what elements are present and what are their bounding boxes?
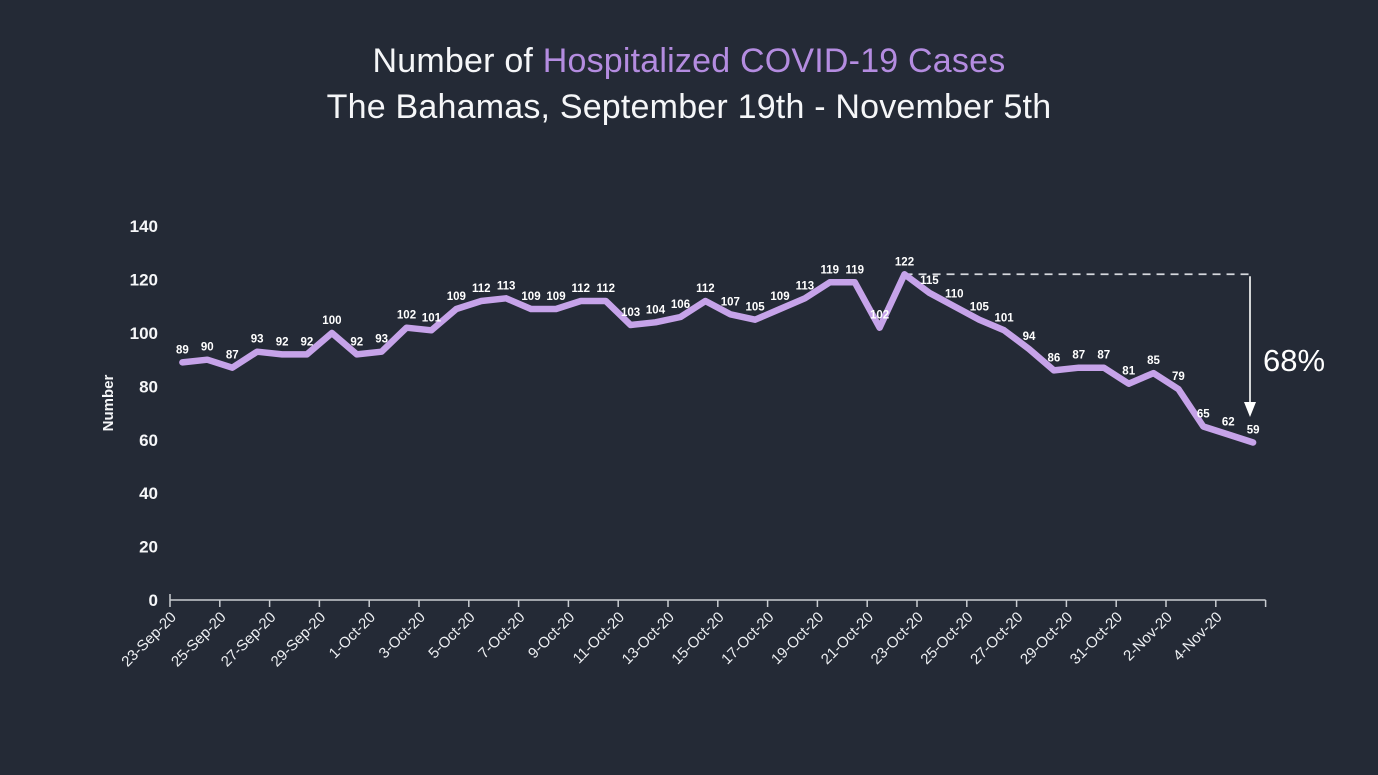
data-point-label: 79	[1172, 371, 1185, 383]
x-tick-label: 21-Oct-20	[818, 609, 877, 668]
x-tick-label: 19-Oct-20	[768, 609, 827, 668]
data-point-label: 89	[176, 344, 189, 356]
y-tick-label: 60	[139, 431, 158, 450]
x-tick-label: 11-Oct-20	[570, 609, 628, 667]
data-point-label: 119	[846, 264, 865, 276]
y-tick-label: 140	[130, 217, 158, 236]
data-point-label: 81	[1122, 366, 1135, 378]
data-point-label: 115	[920, 275, 939, 287]
data-point-label: 112	[472, 283, 491, 295]
data-point-label: 62	[1222, 417, 1235, 429]
data-point-label: 105	[746, 302, 766, 314]
data-point-label: 65	[1197, 409, 1210, 421]
y-tick-label: 100	[130, 324, 158, 343]
data-point-label: 85	[1147, 355, 1160, 367]
x-tick-label: 17-Oct-20	[718, 609, 777, 668]
data-point-label: 112	[597, 283, 616, 295]
x-tick-label: 2-Nov-20	[1120, 609, 1176, 665]
y-axis-title: Number	[100, 375, 117, 432]
x-tick-label: 15-Oct-20	[668, 609, 727, 668]
data-point-label: 87	[1097, 350, 1110, 362]
chart-subtitle: The Bahamas, September 19th - November 5…	[326, 88, 1052, 126]
x-tick-label: 3-Oct-20	[376, 609, 429, 662]
data-point-label: 93	[375, 334, 388, 346]
y-tick-label: 0	[149, 591, 158, 610]
data-point-label: 122	[895, 256, 914, 268]
y-tick-label: 80	[139, 377, 158, 396]
data-point-label: 92	[276, 336, 289, 348]
data-point-label: 94	[1023, 331, 1036, 343]
data-point-label: 104	[646, 304, 666, 316]
x-tick-label: 4-Nov-20	[1170, 609, 1226, 665]
data-point-label: 110	[945, 288, 964, 300]
data-point-label: 109	[770, 291, 789, 303]
data-point-label: 113	[497, 280, 516, 292]
annotation-percent-label: 68%	[1263, 343, 1325, 378]
x-axis: 23-Sep-2025-Sep-2027-Sep-2029-Sep-201-Oc…	[118, 594, 1267, 671]
y-tick-label: 20	[139, 538, 158, 557]
decline-arrow-head	[1244, 402, 1256, 417]
x-tick-label: 25-Oct-20	[917, 609, 976, 668]
data-point-label: 112	[696, 283, 715, 295]
data-point-label: 112	[572, 283, 591, 295]
data-point-label: 109	[447, 291, 466, 303]
hospitalized-series-line	[179, 271, 1257, 446]
data-point-label: 87	[1072, 350, 1085, 362]
data-point-label: 87	[226, 350, 239, 362]
data-point-label: 113	[796, 280, 815, 292]
decline-annotation	[904, 273, 1256, 417]
data-point-label: 107	[721, 296, 740, 308]
data-point-label: 106	[671, 299, 690, 311]
chart-title-block: Number of Hospitalized COVID-19 Cases Th…	[0, 38, 1378, 130]
y-tick-label: 120	[130, 271, 158, 290]
data-point-label: 93	[251, 334, 264, 346]
data-point-label: 109	[521, 291, 540, 303]
data-point-label: 119	[821, 264, 840, 276]
data-point-labels: 89 90 87 93 92 92 100 92 93 102 101 109 112 113 109 109…	[176, 256, 1259, 436]
data-point-label: 105	[970, 302, 990, 314]
data-point-label: 92	[301, 336, 314, 348]
data-point-label: 109	[546, 291, 565, 303]
y-axis: 0 20 40 60 80 100 120 140	[130, 217, 158, 610]
data-point-label: 90	[201, 342, 214, 354]
x-tick-label: 1-Oct-20	[326, 609, 379, 662]
data-point-label: 103	[621, 307, 640, 319]
x-tick-label: 31-Oct-20	[1067, 609, 1126, 668]
x-tick-label: 5-Oct-20	[425, 609, 478, 662]
y-tick-label: 40	[139, 484, 158, 503]
chart-title: Number of Hospitalized COVID-19 Cases	[0, 38, 1378, 84]
data-point-label: 86	[1048, 352, 1061, 364]
x-tick-label: 29-Oct-20	[1017, 609, 1076, 668]
x-tick-label: 23-Oct-20	[868, 609, 927, 668]
data-point-label: 100	[322, 315, 341, 327]
x-tick-label: 27-Oct-20	[967, 609, 1026, 668]
x-tick-label: 13-Oct-20	[619, 609, 678, 668]
x-tick-label: 29-Sep-20	[268, 609, 330, 671]
data-point-label: 101	[995, 312, 1015, 324]
data-point-label: 102	[870, 310, 889, 322]
chart-title-highlight: Hospitalized COVID-19 Cases	[542, 42, 1006, 80]
x-tick-label: 7-Oct-20	[475, 609, 528, 662]
data-point-label: 101	[422, 312, 442, 324]
data-point-label: 102	[397, 310, 416, 322]
chart-title-prefix: Number of	[372, 42, 543, 80]
data-point-label: 59	[1247, 425, 1260, 437]
data-point-label: 92	[350, 336, 363, 348]
hospitalized-line	[179, 271, 1257, 446]
